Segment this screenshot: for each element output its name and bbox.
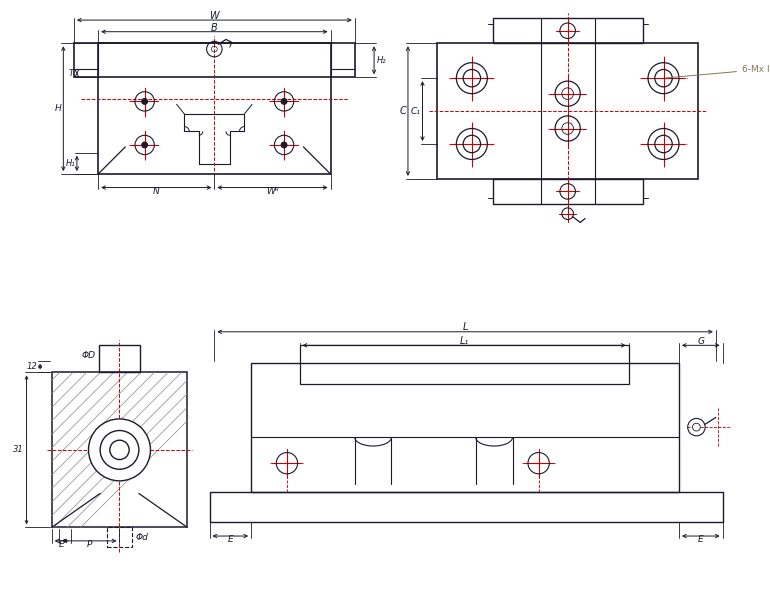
Bar bbox=[74, 43, 355, 77]
Circle shape bbox=[281, 99, 287, 104]
Circle shape bbox=[110, 440, 129, 460]
Text: Φd: Φd bbox=[136, 533, 149, 542]
Circle shape bbox=[89, 419, 150, 481]
Text: E: E bbox=[698, 535, 704, 545]
Circle shape bbox=[142, 99, 148, 104]
Text: C₁: C₁ bbox=[410, 107, 420, 116]
Text: C: C bbox=[400, 106, 407, 116]
Bar bbox=[99, 43, 330, 174]
Text: E: E bbox=[59, 540, 64, 549]
Text: H₁: H₁ bbox=[65, 159, 75, 168]
Bar bbox=[493, 179, 643, 204]
Bar bbox=[437, 43, 698, 179]
Text: 12: 12 bbox=[27, 362, 38, 371]
Bar bbox=[251, 363, 679, 491]
Text: L₁: L₁ bbox=[460, 336, 469, 346]
Text: 31: 31 bbox=[13, 445, 24, 454]
Bar bbox=[99, 345, 140, 372]
Text: ΦD: ΦD bbox=[82, 350, 95, 359]
Text: P: P bbox=[87, 540, 92, 549]
Circle shape bbox=[692, 423, 700, 431]
Bar bbox=[209, 491, 722, 523]
Text: N: N bbox=[153, 187, 159, 196]
Text: Wᴿ: Wᴿ bbox=[266, 187, 279, 196]
Text: H₂: H₂ bbox=[377, 56, 387, 65]
Text: E: E bbox=[227, 535, 233, 545]
Circle shape bbox=[281, 142, 287, 148]
Text: H: H bbox=[55, 104, 62, 113]
Text: W: W bbox=[209, 11, 219, 21]
Text: 6-Mx l: 6-Mx l bbox=[666, 65, 769, 78]
Bar bbox=[493, 18, 643, 43]
Text: L: L bbox=[462, 322, 467, 332]
Text: T: T bbox=[69, 69, 74, 78]
Bar bbox=[107, 527, 132, 547]
Text: G: G bbox=[698, 337, 705, 346]
Circle shape bbox=[142, 142, 148, 148]
Bar bbox=[52, 372, 187, 527]
Text: B: B bbox=[211, 23, 218, 33]
Bar bbox=[300, 345, 628, 384]
